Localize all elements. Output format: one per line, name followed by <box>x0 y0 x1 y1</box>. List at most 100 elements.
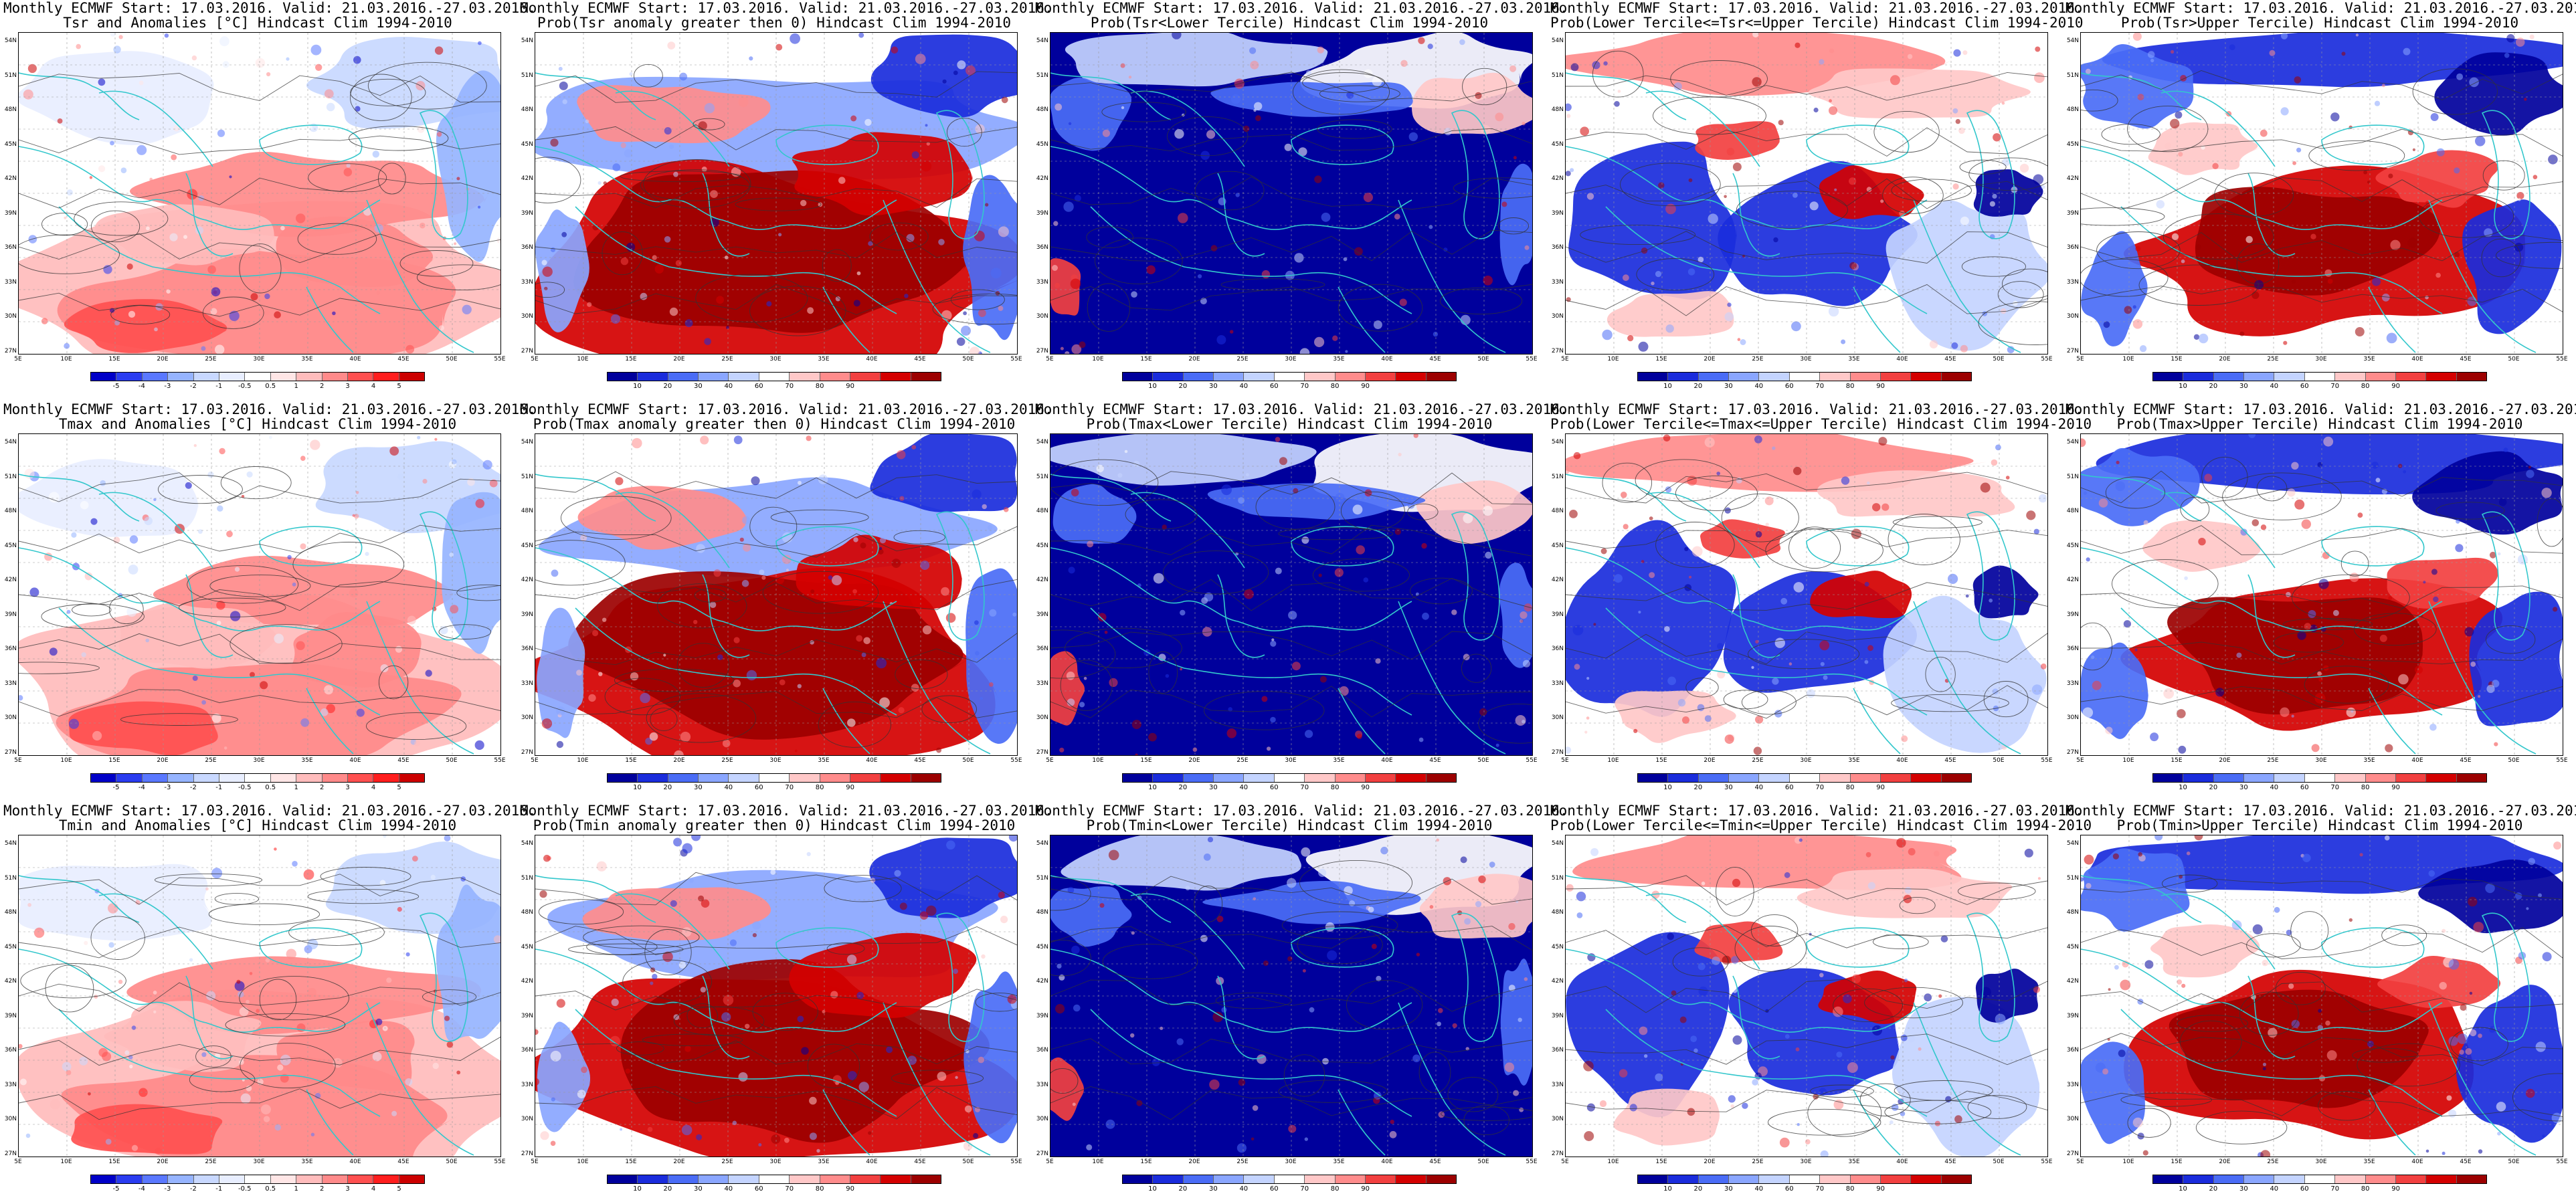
colorbar-swatch <box>820 774 850 782</box>
colorbar <box>1122 1175 1457 1184</box>
field-speckle <box>620 142 626 148</box>
contour-line <box>399 250 474 277</box>
longitude-label: 25E <box>721 1159 733 1165</box>
latitude-label: 27N <box>2066 748 2079 756</box>
field-speckle <box>324 685 334 695</box>
field-speckle <box>1068 122 1072 125</box>
contour-line <box>1566 528 2047 553</box>
forecast-panel: Monthly ECMWF Start: 17.03.2016. Valid: … <box>520 401 1053 796</box>
longitude-label: 30E <box>1285 1159 1297 1165</box>
field-speckle <box>454 242 457 245</box>
colorbar-swatch <box>142 774 169 782</box>
colorbar-swatch <box>91 373 117 381</box>
contour-line <box>229 624 343 664</box>
latitude-label: 39N <box>2066 209 2079 217</box>
field-speckle <box>1275 437 1281 442</box>
colorbar-tick-label: 0.5 <box>265 1185 276 1193</box>
field-speckle <box>1890 1055 1895 1060</box>
field-speckle <box>615 477 624 486</box>
field-speckle <box>896 449 906 460</box>
contour-line <box>560 496 672 540</box>
field-speckle <box>2083 491 2088 495</box>
field-speckle <box>2448 959 2460 970</box>
field-speckle <box>713 569 721 577</box>
contour-line <box>1060 660 1113 711</box>
field-speckle <box>956 337 965 346</box>
field-speckle <box>2317 671 2322 676</box>
contour-line <box>1899 896 1936 914</box>
field-speckle <box>1602 329 1613 340</box>
colorbar-swatch <box>1274 1175 1305 1183</box>
field-speckle <box>1261 270 1271 279</box>
field-speckle <box>1730 1104 1734 1108</box>
field-speckle <box>1059 747 1065 752</box>
longitude-label: 30E <box>1800 757 1812 764</box>
field-speckle <box>2139 345 2147 353</box>
field-speckle <box>2526 907 2529 910</box>
colorbar-swatch <box>1789 774 1821 782</box>
field-speckle <box>1780 597 1788 605</box>
colorbar-swatch <box>1941 1175 1971 1183</box>
forecast-panel: Monthly ECMWF Start: 17.03.2016. Valid: … <box>3 401 537 796</box>
field-speckle <box>94 995 98 999</box>
field-speckle <box>775 575 784 585</box>
contour-line <box>2163 213 2274 260</box>
field-speckle <box>1003 507 1009 512</box>
coastline <box>822 1089 870 1156</box>
field-speckle <box>1421 542 1427 549</box>
colorbar-swatch <box>2213 373 2245 381</box>
colorbar-swatch <box>1850 774 1881 782</box>
colorbar-swatch <box>1244 373 1275 381</box>
field-speckle <box>274 311 281 319</box>
longitude-label: 40E <box>2411 356 2423 363</box>
field-speckle <box>556 706 565 716</box>
field-speckle <box>389 446 399 456</box>
field-speckle <box>263 1116 270 1122</box>
field-speckle <box>2287 488 2296 497</box>
field-speckle <box>2455 544 2464 553</box>
contour-line <box>1959 159 2007 175</box>
field-speckle <box>2436 148 2445 157</box>
colorbar <box>2152 1175 2487 1184</box>
field-speckle <box>1755 639 1759 644</box>
latitude-label: 27N <box>4 748 17 756</box>
colorbar-swatch <box>399 373 425 381</box>
field-speckle <box>1267 746 1271 751</box>
field-speckle <box>2177 979 2183 985</box>
field-speckle <box>2251 519 2260 526</box>
field-speckle <box>1993 133 2001 142</box>
latitude-label: 45N <box>1551 140 1564 148</box>
latitude-label: 36N <box>4 1047 17 1054</box>
field-speckle <box>1400 60 1408 67</box>
field-speckle <box>1212 1011 1223 1023</box>
field-speckle <box>1623 524 1629 530</box>
contour-line <box>307 889 420 904</box>
latitude-label: 45N <box>1036 140 1048 148</box>
colorbar-tick-label: 60 <box>1269 1185 1279 1193</box>
contour-line <box>535 633 1017 666</box>
field-speckle <box>1008 835 1017 842</box>
colorbar-tick-label: 0.5 <box>265 784 276 791</box>
colorbar-swatch <box>1911 774 1942 782</box>
longitude-label: 5E <box>2076 1159 2084 1165</box>
coastline <box>615 893 730 970</box>
colorbar-swatch <box>296 774 323 782</box>
colorbar-swatch <box>2213 774 2245 782</box>
contour-line <box>2081 686 2563 711</box>
field-speckle <box>2245 235 2253 243</box>
field-speckle <box>2456 519 2460 524</box>
field-speckle <box>856 635 863 642</box>
field-shading <box>1050 886 1136 947</box>
latitude-label: 54N <box>1551 439 1564 445</box>
field-speckle <box>597 181 602 185</box>
field-speckle <box>1820 1150 1829 1157</box>
field-speckle <box>1737 338 1741 341</box>
colorbar-tick-label: -3 <box>164 1185 171 1193</box>
field-speckle <box>1508 985 1515 991</box>
colorbar-swatch <box>1214 774 1245 782</box>
longitude-label: 25E <box>1752 1159 1764 1165</box>
contour-line <box>807 1043 860 1088</box>
contour-line <box>1961 256 2026 277</box>
contour-line <box>416 264 500 291</box>
coastline <box>1050 474 1172 522</box>
